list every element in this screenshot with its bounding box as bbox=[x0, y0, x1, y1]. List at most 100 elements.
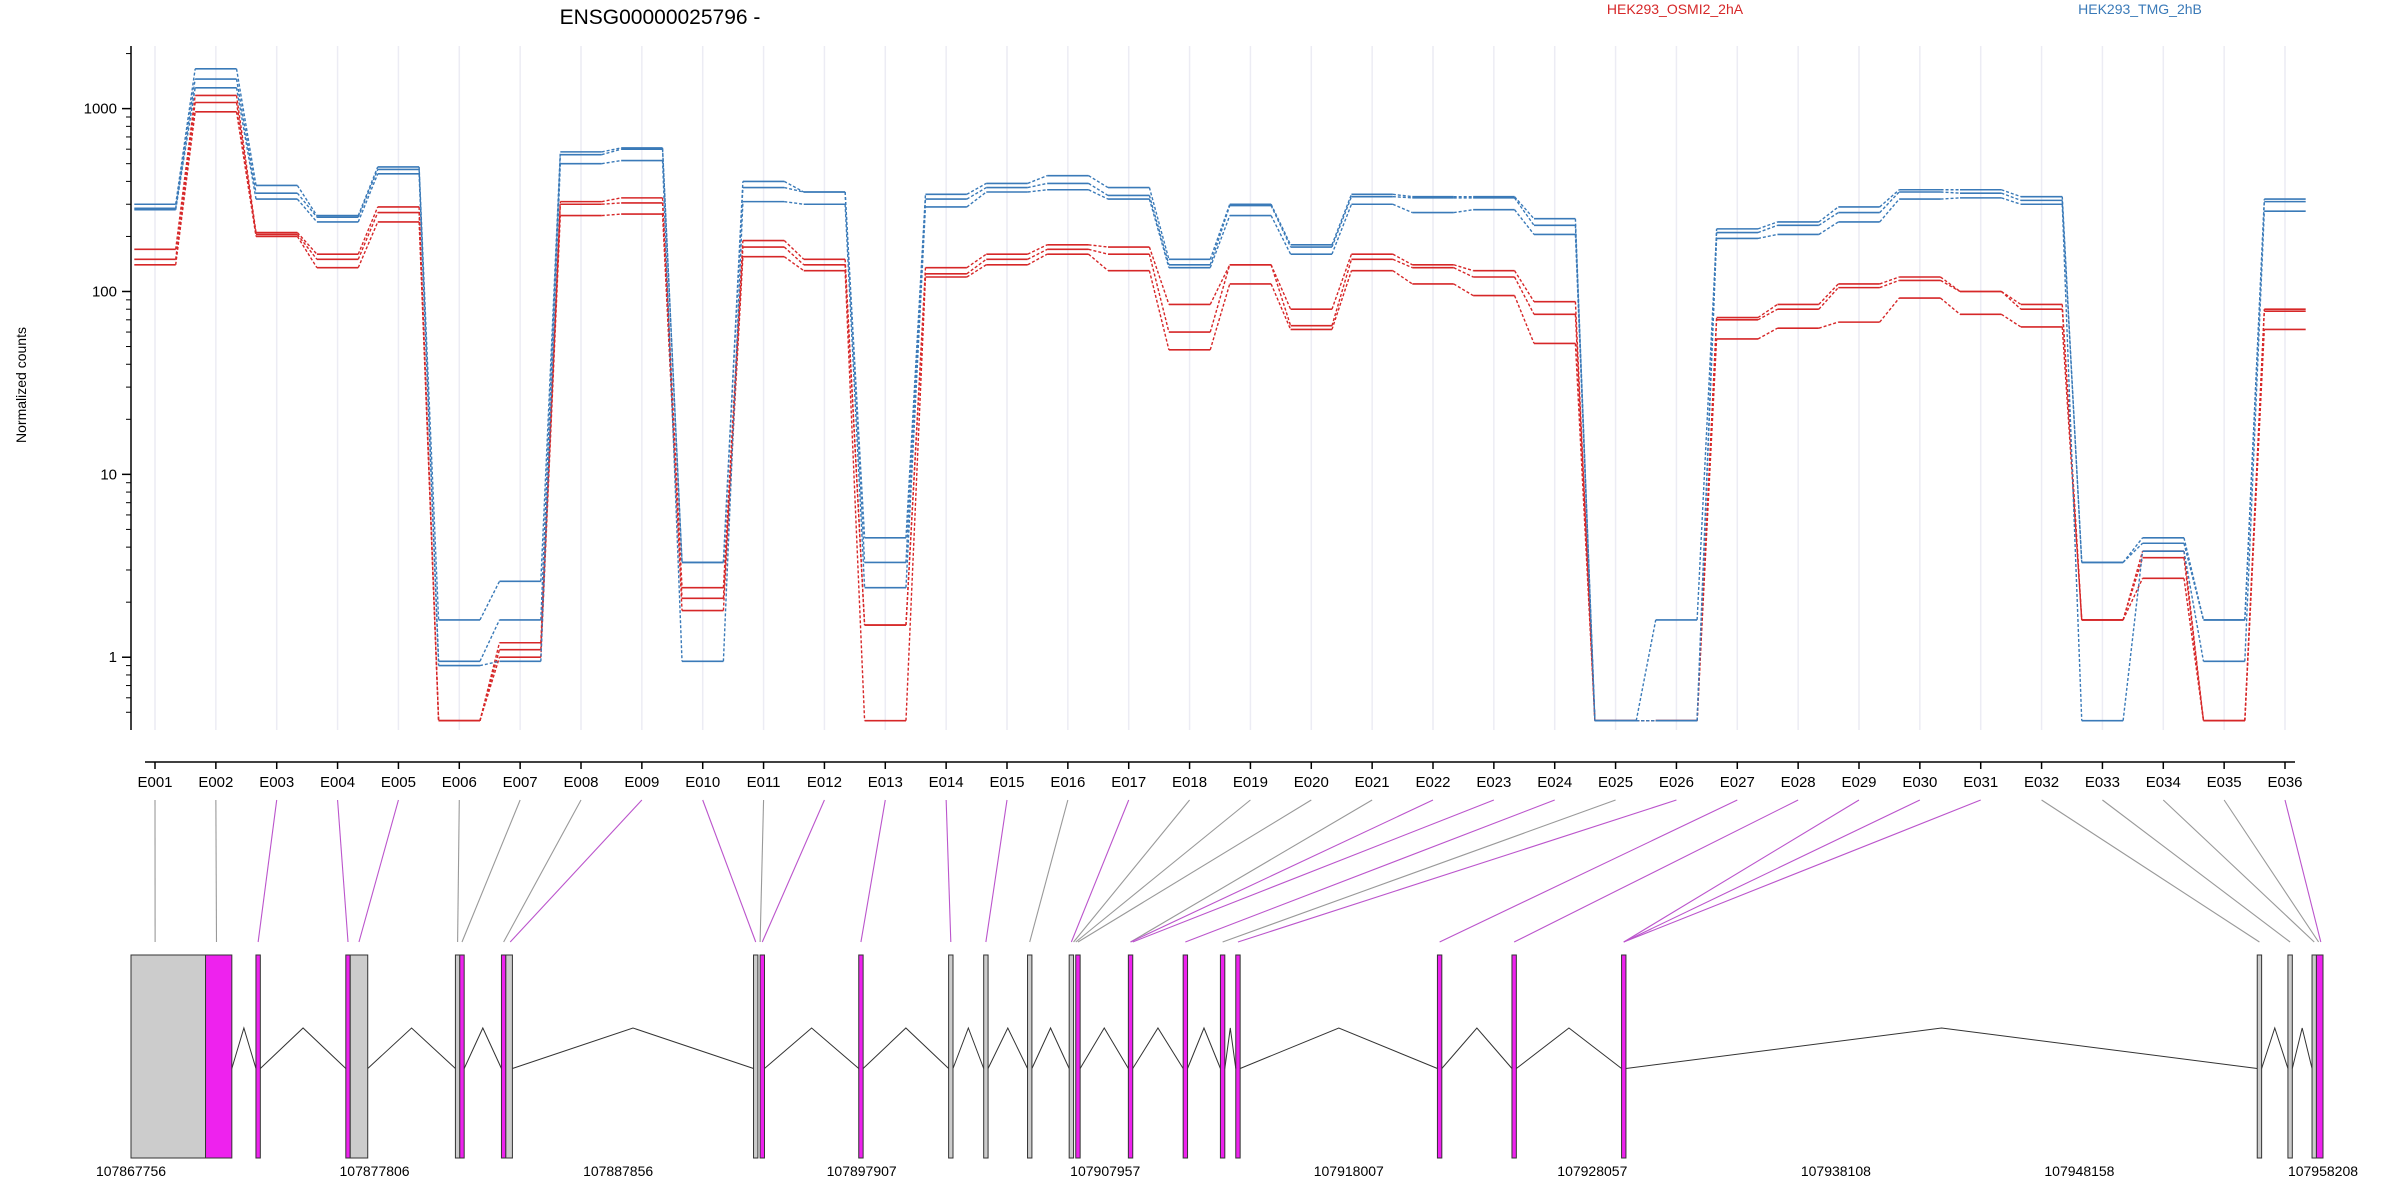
connector-e023 bbox=[1132, 799, 1495, 943]
connector bbox=[357, 173, 379, 223]
x-tick-label-e023: E023 bbox=[1476, 774, 1511, 791]
connector-e012 bbox=[761, 799, 825, 943]
legend-entry-osmi2: HEK293_OSMI2_2hA bbox=[1607, 1, 1744, 17]
connector bbox=[174, 95, 196, 250]
connector-e029 bbox=[1623, 799, 1860, 943]
connector bbox=[722, 187, 744, 563]
intron bbox=[1441, 1027, 1513, 1069]
connector bbox=[540, 163, 562, 662]
connector bbox=[296, 198, 318, 223]
connector bbox=[479, 657, 501, 721]
genomic-coordinate-3: 107897907 bbox=[827, 1163, 897, 1179]
connector bbox=[1757, 303, 1778, 319]
connector bbox=[1027, 248, 1048, 260]
connector-e015 bbox=[985, 799, 1008, 943]
connector bbox=[2183, 551, 2205, 662]
exon-block-23 bbox=[1511, 954, 1517, 1159]
connector bbox=[1879, 189, 1900, 208]
x-tick-label-e022: E022 bbox=[1415, 774, 1450, 791]
x-tick-label-e002: E002 bbox=[198, 774, 233, 791]
connector-e018 bbox=[1073, 799, 1190, 943]
connector bbox=[1818, 321, 1839, 329]
connector bbox=[783, 180, 805, 193]
connector-e026 bbox=[1237, 799, 1677, 943]
connector bbox=[357, 221, 379, 268]
exon-block-2 bbox=[205, 954, 233, 1159]
connector bbox=[1818, 206, 1839, 223]
y-tick-label-10: 10 bbox=[100, 466, 117, 483]
connector bbox=[1088, 244, 1109, 248]
connector bbox=[1879, 297, 1900, 323]
genomic-coordinate-7: 107938108 bbox=[1801, 1163, 1871, 1179]
connector-e010 bbox=[702, 799, 757, 943]
connector bbox=[1027, 182, 1048, 189]
connector-e003 bbox=[257, 799, 278, 943]
connector-e033 bbox=[2102, 799, 2291, 943]
exon-block-5 bbox=[349, 954, 369, 1159]
connector bbox=[601, 213, 622, 217]
connector bbox=[1088, 248, 1109, 255]
exon-block-18 bbox=[1127, 954, 1134, 1159]
x-tick-label-e010: E010 bbox=[685, 774, 720, 791]
connector-e009 bbox=[509, 799, 643, 943]
connector-e017 bbox=[1070, 799, 1130, 943]
connector bbox=[966, 182, 987, 195]
exon-block-13 bbox=[948, 954, 954, 1159]
intron bbox=[1516, 1027, 1622, 1069]
connector bbox=[784, 200, 804, 205]
connector bbox=[2001, 290, 2022, 305]
connector bbox=[2061, 326, 2083, 620]
connector bbox=[2244, 211, 2266, 662]
connector bbox=[1331, 259, 1353, 326]
connector bbox=[1757, 221, 1778, 230]
exon-block-8 bbox=[500, 954, 507, 1159]
connector bbox=[905, 206, 927, 588]
x-tick-label-e008: E008 bbox=[563, 774, 598, 791]
y-tick-label-100: 100 bbox=[92, 283, 117, 300]
exon-block-9 bbox=[505, 954, 513, 1159]
x-tick-label-e001: E001 bbox=[137, 774, 172, 791]
connector bbox=[479, 581, 501, 621]
exon-block-6 bbox=[454, 954, 461, 1159]
connector bbox=[722, 247, 744, 599]
connector bbox=[1148, 187, 1170, 260]
connector bbox=[661, 149, 683, 563]
connector-e004 bbox=[337, 799, 349, 943]
connector bbox=[1453, 283, 1474, 297]
connector bbox=[2061, 200, 2083, 563]
connector bbox=[601, 148, 622, 156]
y-tick-label-1: 1 bbox=[109, 649, 117, 666]
x-tick-label-e018: E018 bbox=[1172, 774, 1207, 791]
connector bbox=[1574, 234, 1596, 721]
intron bbox=[764, 1027, 860, 1069]
x-tick-label-e006: E006 bbox=[442, 774, 477, 791]
connector bbox=[844, 270, 866, 721]
gene-model: 107867756 107877806 107887856 107897907 1079… bbox=[96, 954, 2358, 1179]
connector bbox=[966, 264, 987, 278]
connector bbox=[1574, 343, 1596, 721]
connector bbox=[357, 169, 379, 218]
exon-block-17 bbox=[1075, 954, 1081, 1159]
connector bbox=[357, 212, 379, 260]
connector-e031 bbox=[1623, 799, 1981, 943]
connector-e016 bbox=[1029, 799, 1069, 943]
exon-block-14 bbox=[983, 954, 989, 1159]
connector bbox=[1757, 233, 1778, 240]
x-tick-label-e028: E028 bbox=[1781, 774, 1816, 791]
connector bbox=[2122, 551, 2144, 721]
connector bbox=[1209, 205, 1231, 265]
x-tick-label-e004: E004 bbox=[320, 774, 355, 791]
genomic-coordinate-5: 107918007 bbox=[1314, 1163, 1384, 1179]
connector bbox=[1209, 264, 1231, 333]
connector bbox=[966, 191, 987, 208]
connector bbox=[1574, 225, 1596, 721]
connector-e011 bbox=[759, 799, 765, 943]
connector bbox=[479, 642, 501, 721]
connector bbox=[235, 95, 257, 233]
intron bbox=[2291, 1027, 2313, 1069]
connector bbox=[1392, 195, 1413, 199]
x-tick-label-e025: E025 bbox=[1598, 774, 1633, 791]
connector bbox=[1757, 224, 1778, 234]
connector bbox=[174, 102, 196, 260]
